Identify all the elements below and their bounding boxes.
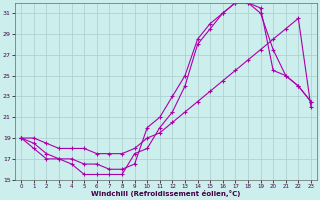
X-axis label: Windchill (Refroidissement éolien,°C): Windchill (Refroidissement éolien,°C) xyxy=(92,190,241,197)
